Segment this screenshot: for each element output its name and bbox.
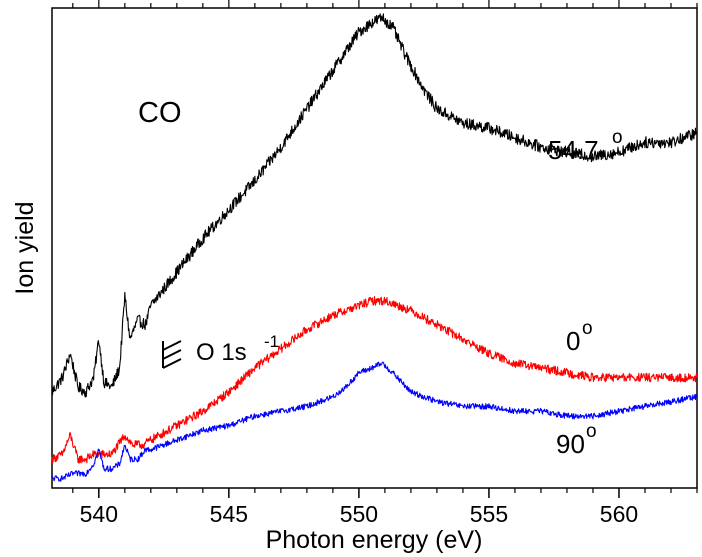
series-line-54-7: [51, 13, 698, 398]
resonance-marker-line-3: [162, 358, 182, 369]
plot-frame: [51, 7, 698, 489]
resonance-label: O 1s: [196, 339, 247, 366]
series-line-90: [51, 361, 698, 482]
resonance-marker-line-1: [162, 340, 182, 351]
series-label-90: 90: [556, 429, 585, 459]
resonance-marker-line-2: [162, 349, 182, 360]
series-label-54-7: 54.7: [548, 135, 599, 165]
series-line-0: [51, 296, 698, 464]
x-axis-title: Photon energy (eV): [266, 526, 483, 554]
molecule-label: CO: [138, 97, 182, 129]
series-label-54-7-degree: o: [612, 127, 623, 148]
series-label-0: 0: [566, 326, 580, 356]
y-axis-title: Ion yield: [11, 201, 39, 294]
x-tick-label: 550: [340, 501, 378, 527]
series-label-90-degree: o: [586, 421, 597, 442]
resonance-superscript: -1: [264, 332, 279, 351]
x-tick-label: 555: [470, 501, 508, 527]
tick-layer: 540 545 550 555 560: [72, 0, 698, 527]
x-tick-label: 545: [210, 501, 248, 527]
series-label-0-degree: o: [582, 318, 593, 339]
x-tick-label: 560: [600, 501, 638, 527]
resonance-marker: [162, 340, 182, 369]
x-tick-label: 540: [80, 501, 118, 527]
series-layer: [51, 13, 698, 482]
